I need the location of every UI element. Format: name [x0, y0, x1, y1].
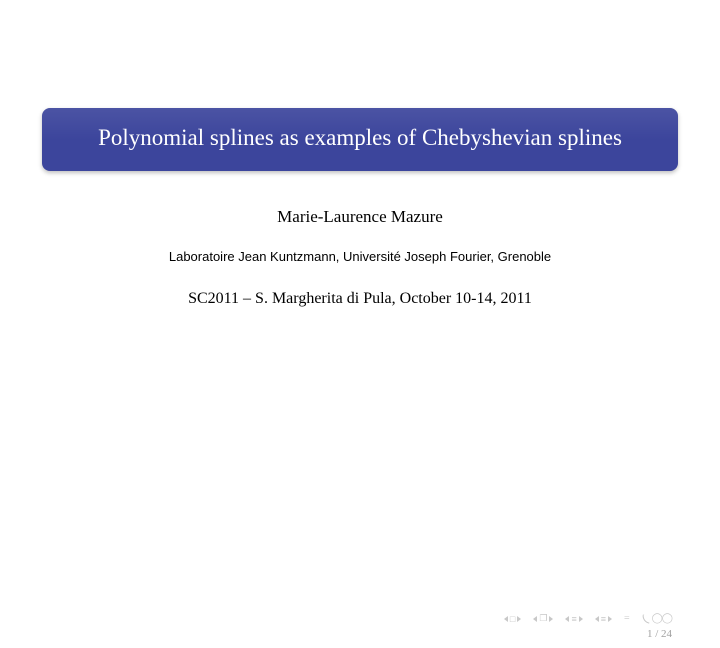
nav-frame[interactable]: □	[504, 614, 521, 624]
prev-icon	[595, 616, 599, 622]
section-icon: ❐	[539, 613, 547, 624]
nav-subsection[interactable]: ≡	[565, 614, 582, 624]
title-block: Polynomial splines as examples of Chebys…	[42, 108, 678, 171]
lines-icon: ≡	[571, 614, 576, 624]
search-icon: ◯◯	[652, 613, 672, 624]
nav-back-forward[interactable]: ◯◯	[642, 613, 672, 624]
conference-info: SC2011 – S. Margherita di Pula, October …	[0, 290, 720, 308]
prev-icon	[504, 616, 508, 622]
beamer-nav-bar: □ ❐ ≡ ≡ = ◯◯	[504, 613, 672, 624]
affiliation: Laboratoire Jean Kuntzmann, Université J…	[0, 249, 720, 264]
next-icon	[549, 616, 553, 622]
frame-icon: □	[510, 614, 515, 624]
slide: Polynomial splines as examples of Chebys…	[0, 108, 720, 648]
next-icon	[517, 616, 521, 622]
next-icon	[579, 616, 583, 622]
back-arrow-icon	[641, 614, 650, 623]
next-icon	[608, 616, 612, 622]
lines-icon: ≡	[601, 614, 606, 624]
author-name: Marie-Laurence Mazure	[0, 207, 720, 227]
nav-slide[interactable]: ≡	[595, 614, 612, 624]
nav-section[interactable]: ❐	[533, 613, 553, 624]
slide-title: Polynomial splines as examples of Chebys…	[62, 122, 658, 153]
prev-icon	[533, 616, 537, 622]
nav-appendix[interactable]: =	[624, 613, 630, 624]
prev-icon	[565, 616, 569, 622]
page-number: 1 / 24	[647, 628, 672, 640]
